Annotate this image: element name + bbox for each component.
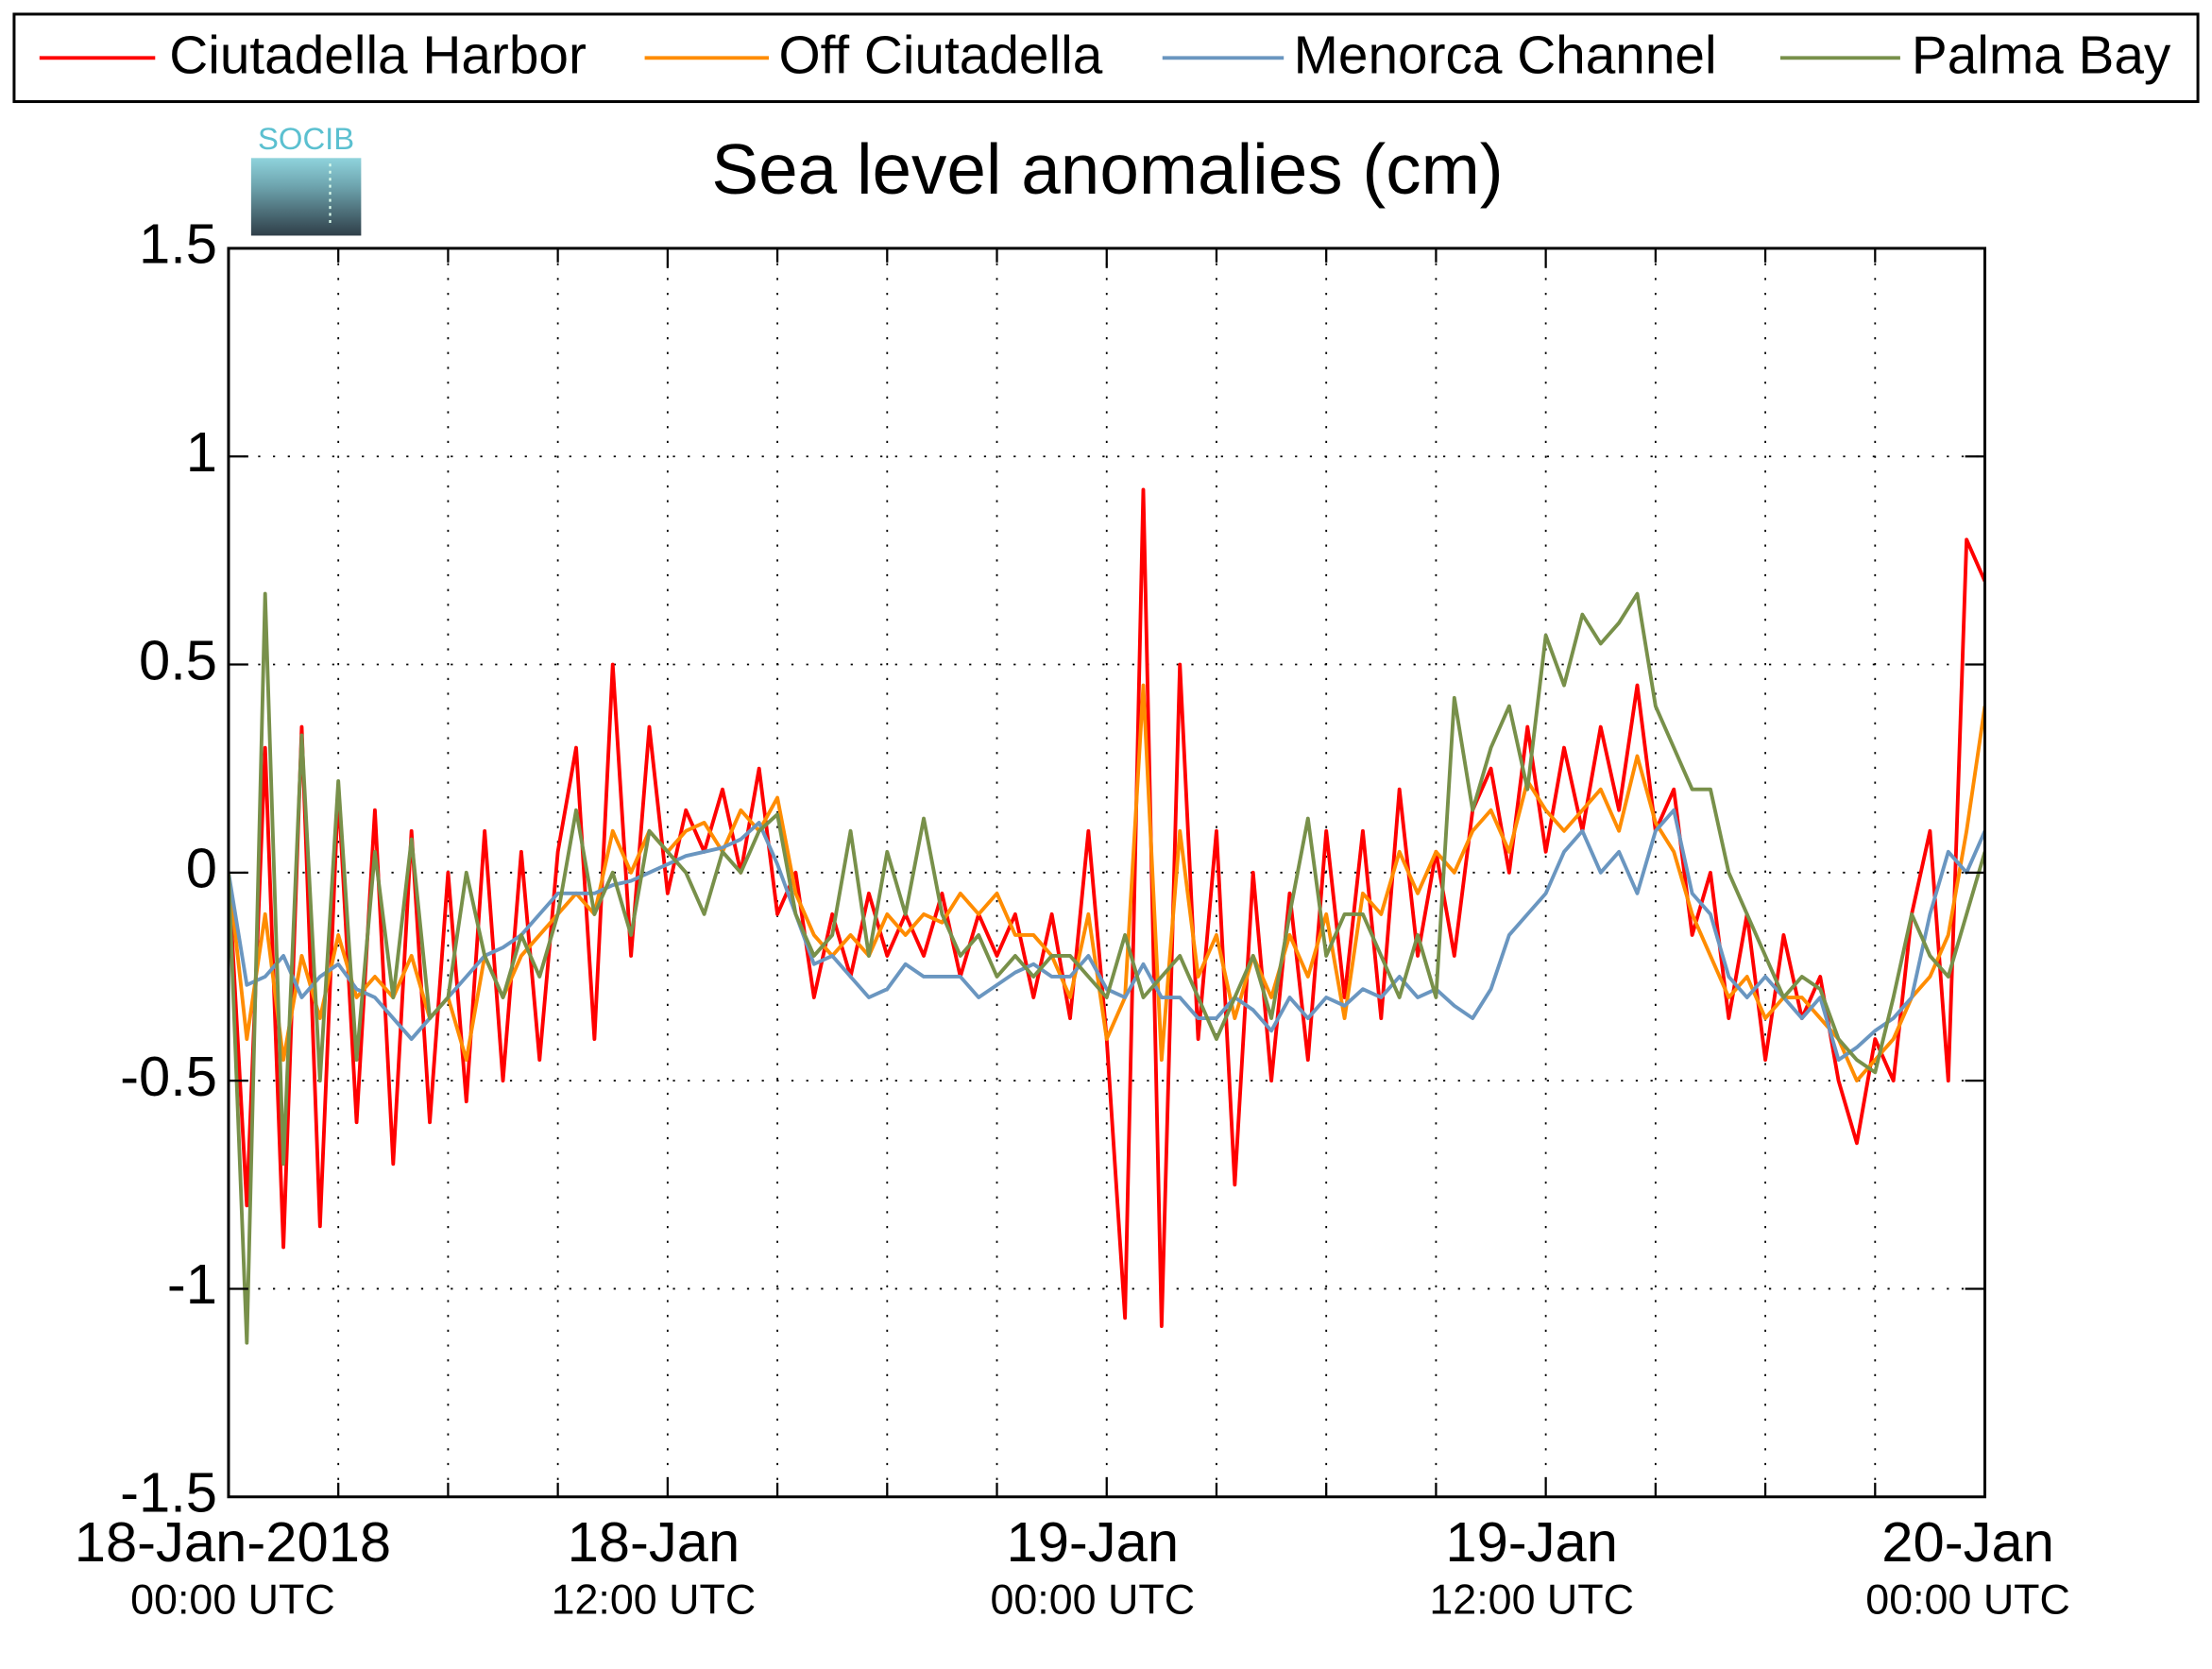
series-line [228,683,1985,1083]
x-tick-sublabel: 12:00 UTC [1429,1576,1634,1624]
y-tick-label: -0.5 [120,1045,217,1108]
y-tick-label: 1.5 [139,213,217,276]
x-tick-label: 18-Jan-2018 [75,1510,391,1574]
series-line [228,591,1985,1345]
y-tick-label: 1 [186,420,217,484]
y-tick-label: 0.5 [139,628,217,691]
x-tick-sublabel: 00:00 UTC [990,1576,1195,1624]
legend-label: Palma Bay [1912,26,2171,86]
legend: Ciutadella Harbor Off Ciutadella Menorca C… [39,26,2171,86]
x-tick-label: 18-Jan [568,1510,740,1574]
x-tick-sublabel: 12:00 UTC [552,1576,757,1624]
series-lines [228,487,1985,1345]
y-tick-label: 0 [186,837,217,900]
logo-mark [250,158,362,236]
x-tick-sublabel: 00:00 UTC [130,1576,335,1624]
legend-label: Ciutadella Harbor [169,26,587,86]
x-tick-label: 19-Jan [1006,1510,1179,1574]
legend-label: Off Ciutadella [778,26,1102,86]
y-tick-label: -1.5 [120,1461,217,1524]
x-tick-sublabel: 00:00 UTC [1865,1576,2070,1624]
x-tick-label: 20-Jan [1881,1510,2054,1574]
chart-title: Sea level anomalies (cm) [711,129,1503,209]
y-tick-label: -1 [167,1252,217,1316]
legend-label: Menorca Channel [1294,26,1717,86]
logo-text: SOCIB [258,121,354,156]
x-tick-label: 19-Jan [1445,1510,1618,1574]
